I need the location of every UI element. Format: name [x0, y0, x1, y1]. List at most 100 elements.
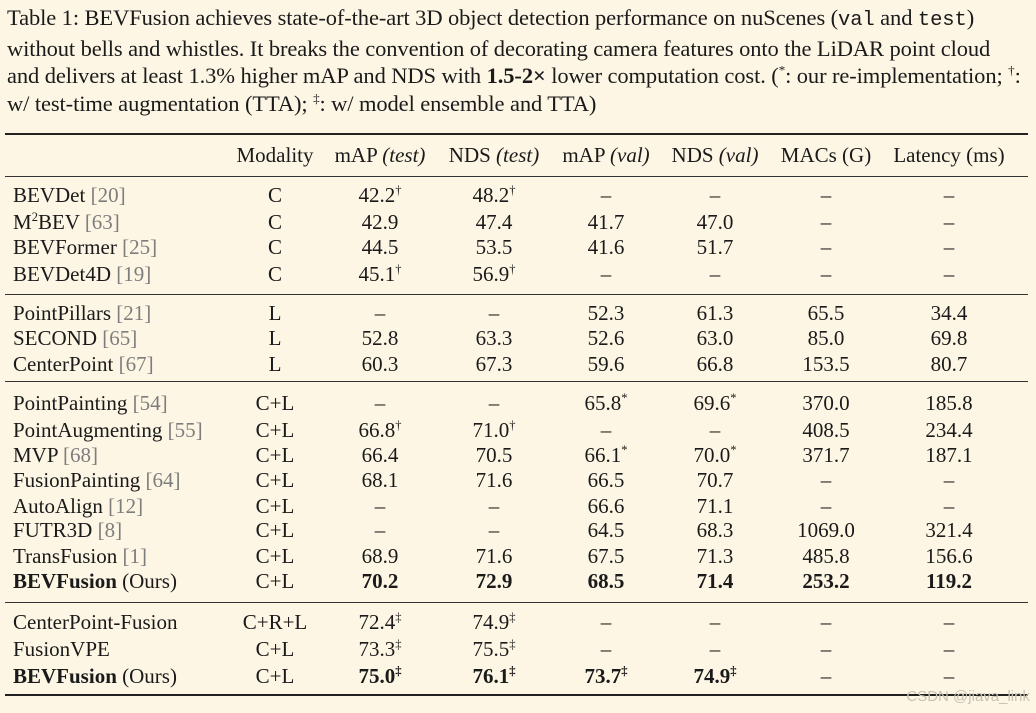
- cell-nds-test: 71.6: [475, 544, 513, 568]
- cell-nds-test: –: [488, 301, 500, 325]
- citation-ref[interactable]: [8]: [97, 518, 123, 542]
- header-rule: [5, 176, 1028, 177]
- cell-mod: C+L: [255, 494, 295, 518]
- cell-latency: 185.8: [925, 391, 973, 415]
- cell-map-test: –: [374, 518, 386, 542]
- cell-nds-val: 70.0*: [693, 443, 737, 467]
- cell-latency: –: [943, 235, 955, 259]
- citation-ref[interactable]: [64]: [145, 468, 181, 492]
- cell-map-val: –: [600, 183, 612, 207]
- cell-map-test: 42.9: [361, 210, 399, 234]
- cell-map-test: 66.4: [361, 443, 399, 467]
- cell-map-val: 59.6: [587, 352, 625, 376]
- citation-ref[interactable]: [12]: [108, 494, 144, 518]
- cell-latency: –: [943, 610, 955, 634]
- cell-mod: C+L: [255, 518, 295, 542]
- cell-macs: –: [820, 468, 832, 492]
- cell-nds-test: 70.5: [475, 443, 513, 467]
- cell-nds-val: 51.7: [696, 235, 734, 259]
- cell-macs: 370.0: [802, 391, 850, 415]
- method-name: PointAugmenting [55]: [13, 418, 203, 442]
- cell-map-test: 52.8: [361, 326, 399, 350]
- cell-nds-test: 76.1‡: [472, 664, 516, 688]
- cell-mod: C+L: [255, 391, 295, 415]
- citation-ref[interactable]: [1]: [122, 544, 148, 568]
- cell-nds-test: 72.9: [475, 569, 513, 593]
- citation-ref[interactable]: [54]: [132, 391, 168, 415]
- cell-nds-test: 67.3: [475, 352, 513, 376]
- cell-mod: C+L: [255, 468, 295, 492]
- cell-map-test: 60.3: [361, 352, 399, 376]
- cell-macs: –: [820, 637, 832, 661]
- cell-map-test: 68.9: [361, 544, 399, 568]
- method-name: CenterPoint-Fusion: [13, 610, 178, 634]
- cell-latency: –: [943, 664, 955, 688]
- watermark: CSDN @jiava_link: [906, 688, 1030, 705]
- cell-nds-val: –: [709, 637, 721, 661]
- group-rule-lidar: [5, 381, 1028, 382]
- cell-map-val: 66.1*: [584, 443, 628, 467]
- cell-map-test: 42.2†: [358, 183, 402, 207]
- citation-ref[interactable]: [55]: [167, 418, 203, 442]
- citation-ref[interactable]: [63]: [84, 210, 120, 234]
- cell-nds-test: 48.2†: [472, 183, 516, 207]
- citation-ref[interactable]: [25]: [122, 235, 158, 259]
- method-name: BEVFormer [25]: [13, 235, 158, 259]
- group-rule-fusion: [5, 602, 1028, 603]
- cell-latency: –: [943, 637, 955, 661]
- citation-ref[interactable]: [68]: [63, 443, 98, 467]
- cell-mod: C: [267, 183, 283, 207]
- caption-bold-speedup: 1.5-2×: [486, 63, 546, 88]
- cell-map-val: –: [600, 610, 612, 634]
- cell-mod: C+L: [255, 443, 295, 467]
- cell-macs: –: [820, 664, 832, 688]
- cell-macs: 85.0: [807, 326, 845, 350]
- citation-ref[interactable]: [65]: [102, 326, 138, 350]
- header-latency: Latency (ms): [893, 143, 1005, 167]
- cell-map-val: 73.7‡: [584, 664, 628, 688]
- cell-map-test: –: [374, 301, 386, 325]
- caption-label: Table 1:: [7, 5, 79, 30]
- cell-map-val: 66.5: [587, 468, 625, 492]
- cell-mod: C: [267, 262, 283, 286]
- cell-map-val: 67.5: [587, 544, 625, 568]
- cell-map-val: 52.3: [587, 301, 625, 325]
- citation-ref[interactable]: [21]: [116, 301, 152, 325]
- method-name: AutoAlign [12]: [13, 494, 144, 518]
- cell-latency: 187.1: [925, 443, 973, 467]
- cell-latency: 321.4: [925, 518, 973, 542]
- citation-ref[interactable]: [67]: [118, 352, 154, 376]
- header-map-val: mAP (val): [562, 143, 650, 167]
- cell-nds-test: 71.6: [475, 468, 513, 492]
- cell-macs: 65.5: [807, 301, 845, 325]
- cell-latency: –: [943, 183, 955, 207]
- cell-mod: L: [268, 326, 282, 350]
- cell-latency: 34.4: [930, 301, 968, 325]
- cell-map-test: 70.2: [361, 569, 399, 593]
- method-name: TransFusion [1]: [13, 544, 148, 568]
- cell-macs: –: [820, 210, 832, 234]
- cell-latency: –: [943, 494, 955, 518]
- citation-ref[interactable]: [19]: [116, 262, 152, 286]
- citation-ref[interactable]: [20]: [90, 183, 126, 207]
- method-name: FusionPainting [64]: [13, 468, 181, 492]
- header-macs: MACs (G): [780, 143, 872, 167]
- cell-macs: 253.2: [802, 569, 850, 593]
- cell-nds-val: 63.0: [696, 326, 734, 350]
- header-nds-val: NDS (val): [671, 143, 759, 167]
- method-name: BEVDet4D [19]: [13, 262, 152, 286]
- method-name: BEVDet [20]: [13, 183, 126, 207]
- cell-map-val: –: [600, 262, 612, 286]
- method-name: MVP [68]: [13, 443, 98, 467]
- cell-map-test: 44.5: [361, 235, 399, 259]
- cell-map-val: 65.8*: [584, 391, 628, 415]
- method-name: M2BEV [63]: [13, 210, 120, 234]
- cell-map-val: 64.5: [587, 518, 625, 542]
- cell-nds-val: 66.8: [696, 352, 734, 376]
- bottom-rule: [5, 694, 1028, 696]
- cell-macs: 408.5: [802, 418, 850, 442]
- group-rule-camera: [5, 294, 1028, 295]
- cell-nds-val: 70.7: [696, 468, 734, 492]
- cell-nds-val: 71.4: [696, 569, 734, 593]
